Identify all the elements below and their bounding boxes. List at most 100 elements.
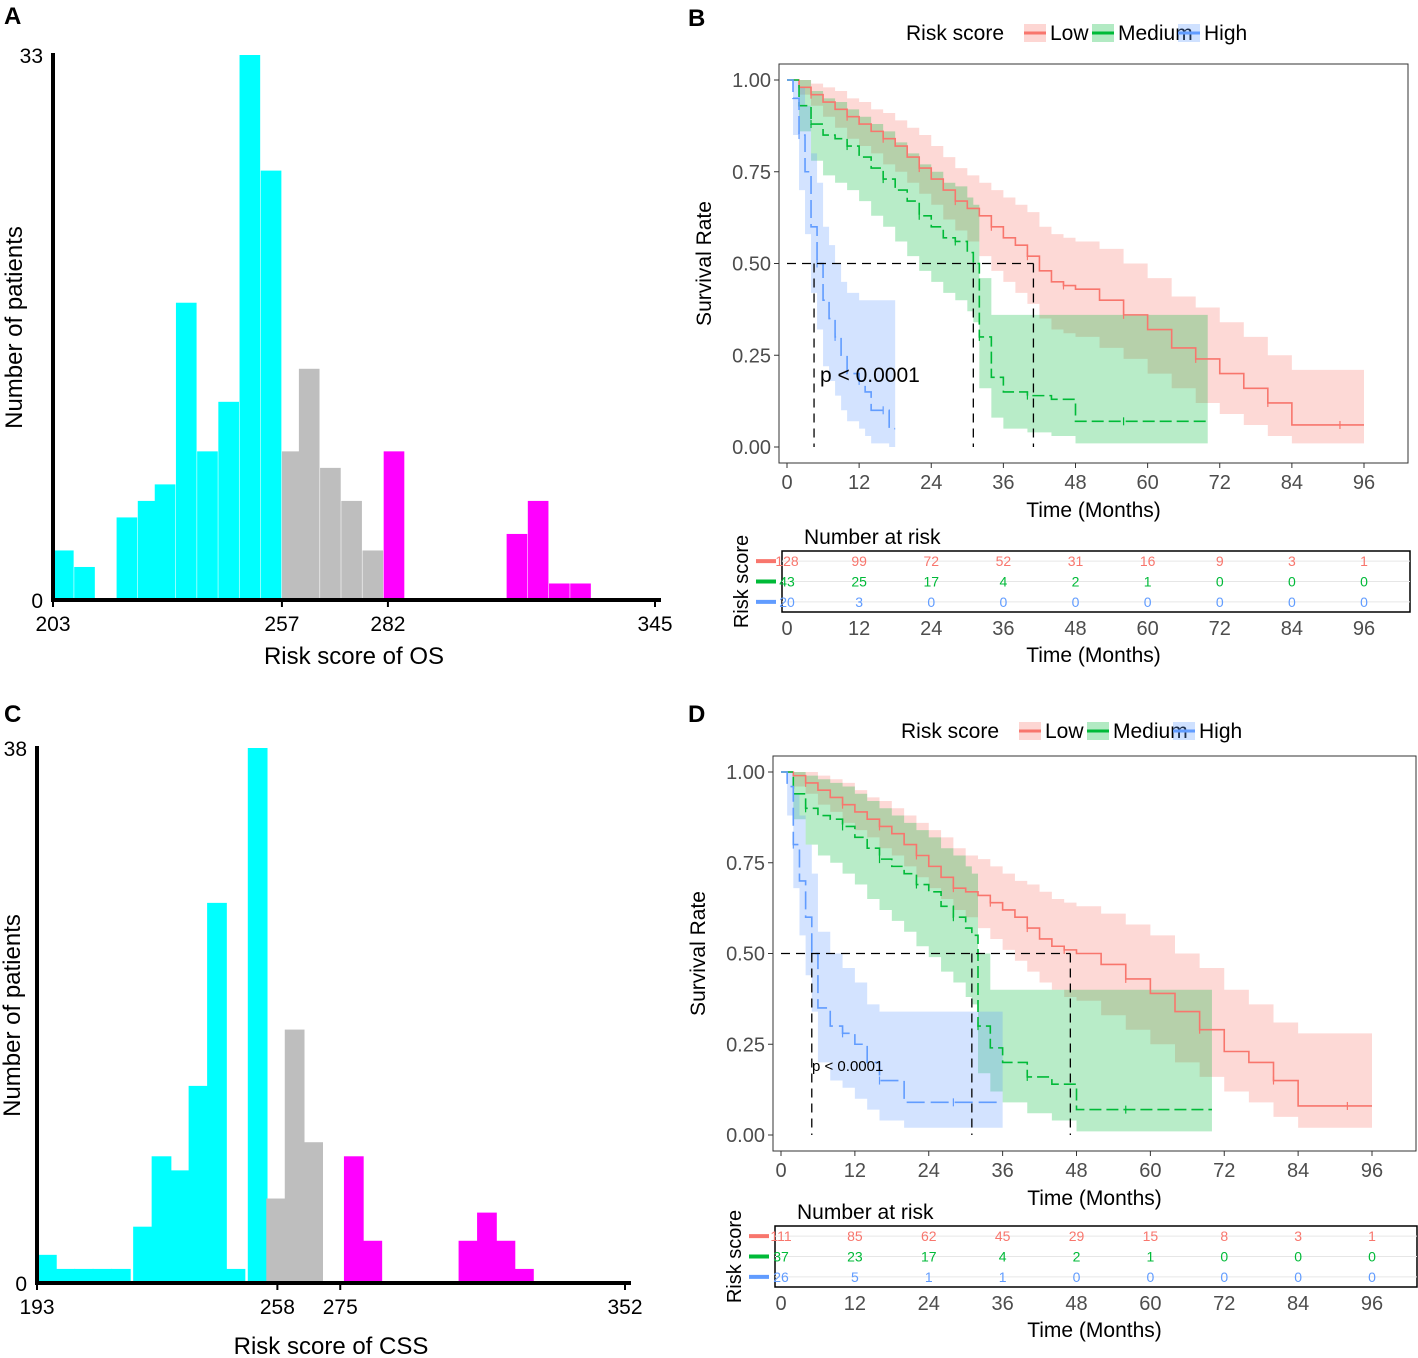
x-tick-label: 24 (918, 1160, 940, 1182)
x-tick-label: 60 (1137, 618, 1159, 640)
histogram-bar (175, 302, 197, 600)
panel-label: C (4, 701, 21, 728)
histogram-bar (207, 902, 227, 1283)
risk-count: 25 (851, 574, 867, 590)
risk-count: 52 (996, 553, 1012, 569)
risk-count: 0 (1072, 594, 1080, 610)
x-tick-label: 0 (781, 618, 792, 640)
y-tick-label: 0.25 (732, 345, 771, 367)
risk-count: 1 (1368, 1228, 1376, 1244)
histogram-bar (170, 1170, 190, 1283)
risk-count: 26 (773, 1269, 789, 1285)
y-tick-label: 38 (4, 738, 27, 761)
x-tick-label: 72 (1213, 1160, 1235, 1182)
legend-label: High (1204, 22, 1247, 45)
y-axis-title: Number of patients (0, 914, 26, 1117)
x-tick-label: 96 (1361, 1160, 1383, 1182)
x-tick-label: 48 (1064, 472, 1086, 494)
x-axis-title: Time (Months) (1027, 1187, 1162, 1210)
histogram-bar (37, 1254, 57, 1283)
legend: Risk score Low Medium High (901, 720, 1242, 743)
risk-count: 23 (847, 1249, 863, 1265)
y-axis-title: Survival Rate (687, 891, 710, 1016)
x-tick-label: 72 (1213, 1293, 1235, 1315)
survival-curves (781, 771, 1372, 1132)
panel-A: A 203 257 282 345 0 33 Risk score of OS Number o… (1, 3, 673, 670)
y-tick-label: 1.00 (732, 70, 771, 92)
panel-label: B (688, 5, 705, 32)
histogram-bar (225, 1268, 246, 1283)
histogram-bar (218, 401, 239, 600)
confidence-band-high (781, 772, 1003, 1128)
x-tick-label: 0 (781, 472, 792, 494)
histogram-bar (495, 1240, 516, 1283)
risk-count: 16 (1140, 553, 1156, 569)
histogram-bar (92, 1268, 113, 1283)
y-tick-label: 0 (31, 590, 43, 613)
x-tick-label: 96 (1353, 472, 1375, 494)
histogram-bar (514, 1268, 534, 1283)
risk-count: 1 (1360, 553, 1368, 569)
risk-count: 1 (999, 1269, 1007, 1285)
risk-count: 0 (1146, 1269, 1154, 1285)
risk-count: 0 (1368, 1249, 1376, 1265)
risk-count: 4 (999, 1249, 1007, 1265)
legend-label: Medium (1118, 22, 1193, 45)
histogram-bar (362, 1240, 383, 1283)
x-tick-label: 12 (848, 618, 870, 640)
histogram-bar (549, 583, 570, 600)
x-tick-label: 24 (918, 1293, 940, 1315)
x-tick-label: 36 (992, 618, 1014, 640)
x-tick-label: 36 (992, 472, 1014, 494)
x-tick-label: 36 (992, 1160, 1014, 1182)
panel-label: D (688, 701, 705, 728)
risk-count: 128 (775, 553, 799, 569)
histogram-bar (247, 748, 268, 1283)
x-axis-title: Risk score of OS (264, 643, 444, 670)
y-tick-label: 0.50 (726, 944, 765, 966)
risk-count: 3 (855, 594, 863, 610)
histogram-bar (154, 484, 176, 600)
x-tick-label: 24 (920, 472, 942, 494)
x-axis-title: Risk score of CSS (234, 1333, 429, 1358)
y-tick-label: 0.25 (726, 1034, 765, 1056)
x-tick-label: 84 (1287, 1293, 1309, 1315)
histogram-bar (73, 1268, 94, 1283)
risk-count: 29 (1069, 1228, 1085, 1244)
histogram-bar (477, 1212, 497, 1283)
histogram-bar (383, 451, 405, 600)
risk-count: 0 (1360, 574, 1368, 590)
y-tick-label: 0.00 (726, 1125, 765, 1147)
x-tick-label: 60 (1139, 1293, 1161, 1315)
risk-count: 37 (773, 1249, 789, 1265)
risk-count: 0 (999, 594, 1007, 610)
risk-count: 17 (921, 1249, 937, 1265)
risk-count: 85 (847, 1228, 863, 1244)
x-tick-label: 258 (260, 1296, 295, 1319)
legend-label: Medium (1113, 720, 1188, 743)
risk-count: 2 (1073, 1249, 1081, 1265)
risk-count: 4 (999, 574, 1007, 590)
risk-count: 31 (1068, 553, 1084, 569)
histogram-bar (260, 170, 282, 600)
panel-label: A (4, 3, 21, 30)
x-tick-label: 24 (920, 618, 942, 640)
x-tick-label: 96 (1353, 618, 1375, 640)
risk-table-title: Number at risk (797, 1201, 934, 1224)
histogram-bar (284, 1029, 305, 1283)
histogram-bar (188, 1085, 209, 1283)
confidence-band-high (787, 80, 896, 447)
histogram-bar (281, 451, 303, 600)
histogram-bar (506, 533, 528, 600)
histogram-bar (298, 368, 320, 600)
histogram-bar (239, 55, 261, 600)
legend-title: Risk score (906, 22, 1004, 45)
x-axis-title: Time (Months) (1026, 644, 1161, 667)
x-tick-label: 72 (1209, 472, 1231, 494)
x-tick-label: 0 (775, 1160, 786, 1182)
x-tick-label: 72 (1209, 618, 1231, 640)
risk-count: 0 (927, 594, 935, 610)
confidence-band-medium (781, 772, 1212, 1132)
risk-count: 43 (779, 574, 795, 590)
